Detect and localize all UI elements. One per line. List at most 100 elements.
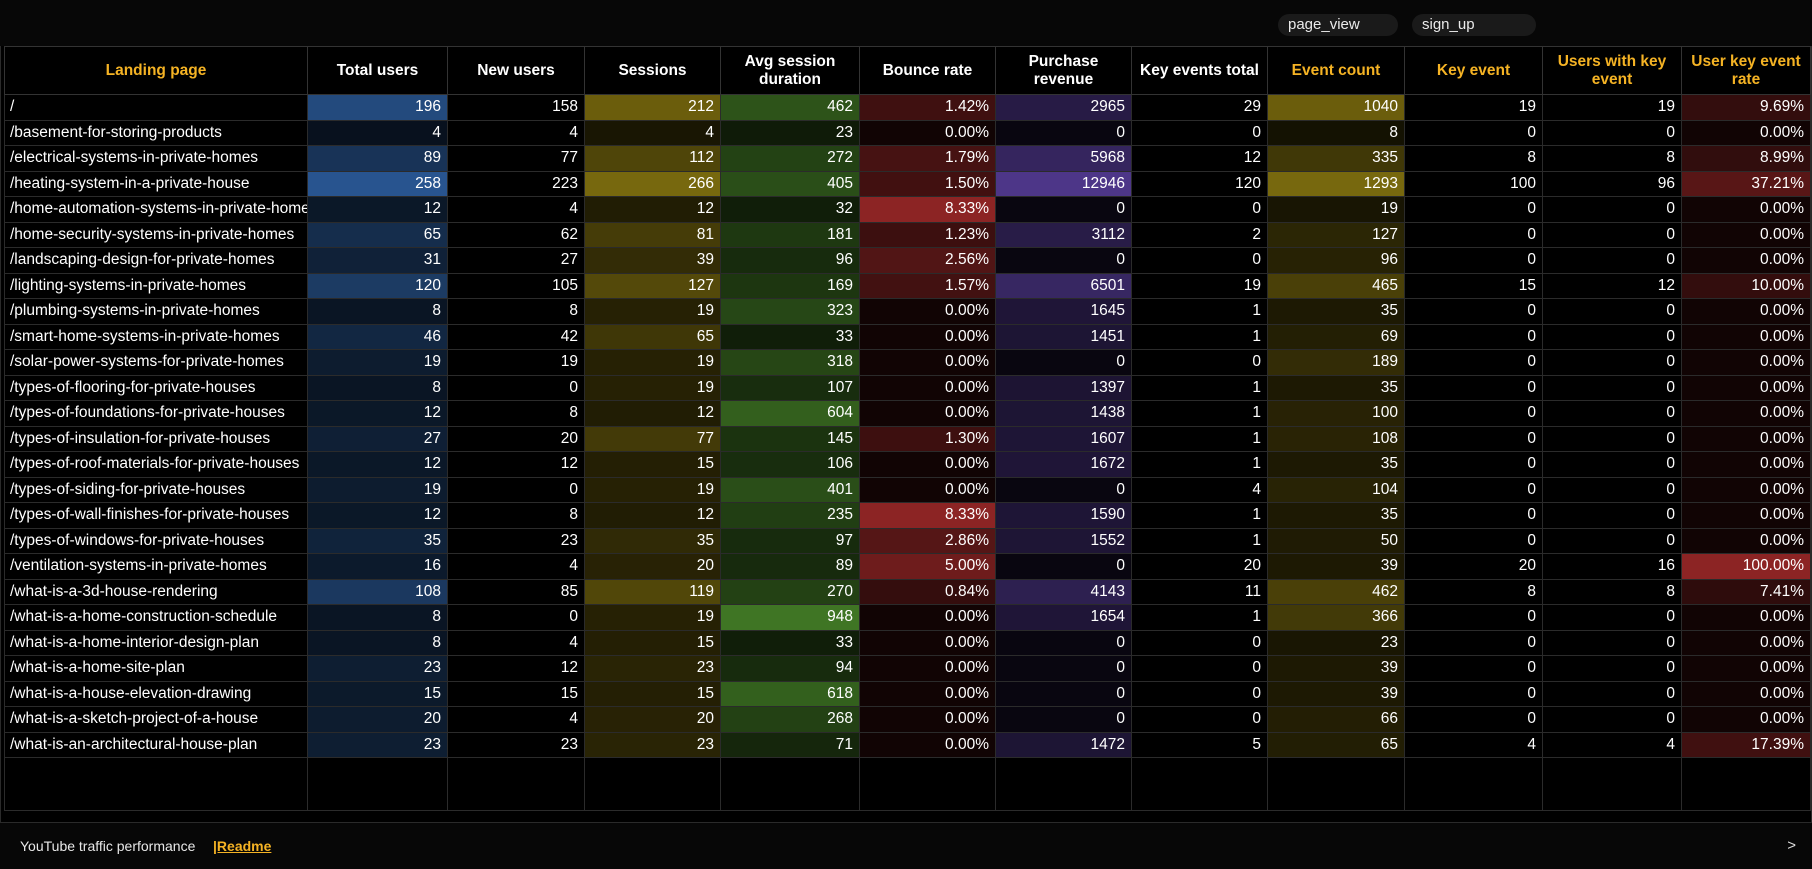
table-row[interactable]: /types-of-flooring-for-private-houses 8 0 1…	[4, 374, 1811, 401]
event-count-cell: 189	[1267, 349, 1405, 376]
column-header-key-events-total[interactable]: Key events total	[1131, 46, 1268, 95]
bounce-rate-cell: 0.00%	[859, 731, 996, 758]
landing-page-cell: /home-automation-systems-in-private-home…	[4, 196, 308, 223]
purchase-revenue-cell: 1590	[995, 502, 1132, 529]
purchase-revenue-cell: 1645	[995, 298, 1132, 325]
purchase-revenue-cell: 1438	[995, 400, 1132, 427]
table-row[interactable]: /what-is-a-home-site-plan 23 12 23 94 0.00% 0 0…	[4, 655, 1811, 682]
landing-page-cell: /types-of-wall-finishes-for-private-hous…	[4, 502, 308, 529]
landing-page-cell: /plumbing-systems-in-private-homes	[4, 298, 308, 325]
users-with-key-event-cell: 0	[1542, 400, 1682, 427]
landing-page-cell: /electrical-systems-in-private-homes	[4, 145, 308, 172]
total-users-cell: 108	[307, 578, 448, 605]
table-row[interactable]: /types-of-insulation-for-private-houses 2…	[4, 425, 1811, 452]
purchase-revenue-cell: 0	[995, 553, 1132, 580]
avg-session-duration-cell: 33	[720, 323, 860, 350]
table-row[interactable]: /types-of-roof-materials-for-private-hou…	[4, 451, 1811, 478]
avg-session-duration-cell: 33	[720, 629, 860, 656]
key-event-cell: 0	[1404, 196, 1543, 223]
table-row[interactable]: /smart-home-systems-in-private-homes 46 42…	[4, 323, 1811, 350]
table-row[interactable]: /what-is-an-architectural-house-plan 23 23…	[4, 731, 1811, 758]
sessions-cell: 12	[584, 400, 721, 427]
key-events-total-cell: 1	[1131, 298, 1268, 325]
users-with-key-event-cell: 0	[1542, 221, 1682, 248]
purchase-revenue-cell: 2965	[995, 94, 1132, 121]
landing-page-cell: /heating-system-in-a-private-house	[4, 170, 308, 197]
event-filter-chip-sign-up[interactable]: sign_up	[1412, 14, 1536, 36]
total-users-cell: 258	[307, 170, 448, 197]
table-row[interactable]: /196 158 212 462 1.42% 2965 29 1040 19 19 9.69%	[4, 94, 1811, 121]
column-header-purchase-revenue[interactable]: Purchase revenue	[995, 46, 1132, 95]
key-events-total-cell: 11	[1131, 578, 1268, 605]
column-header-total-users[interactable]: Total users	[307, 46, 448, 95]
table-row[interactable]: /basement-for-storing-products 4 4 4 23 0.00%…	[4, 119, 1811, 146]
total-users-cell: 35	[307, 527, 448, 554]
readme-link[interactable]: |Readme	[213, 838, 272, 854]
users-with-key-event-cell: 0	[1542, 451, 1682, 478]
key-event-cell: 0	[1404, 425, 1543, 452]
table-row[interactable]: /plumbing-systems-in-private-homes 8 8 19 32…	[4, 298, 1811, 325]
new-users-cell: 0	[447, 476, 585, 503]
table-row[interactable]: /what-is-a-home-construction-schedule 8 0 1…	[4, 604, 1811, 631]
users-with-key-event-cell: 0	[1542, 502, 1682, 529]
key-event-cell: 0	[1404, 502, 1543, 529]
column-header-sessions[interactable]: Sessions	[584, 46, 721, 95]
table-row[interactable]: /electrical-systems-in-private-homes 89 77…	[4, 145, 1811, 172]
event-count-cell: 66	[1267, 706, 1405, 733]
column-header-landing-page[interactable]: Landing page	[4, 46, 308, 95]
table-row[interactable]: /types-of-siding-for-private-houses 19 0 19…	[4, 476, 1811, 503]
column-header-bounce-rate[interactable]: Bounce rate	[859, 46, 996, 95]
report-title: YouTube traffic performance	[20, 838, 196, 854]
new-users-cell: 85	[447, 578, 585, 605]
total-users-cell: 4	[307, 119, 448, 146]
total-users-cell: 12	[307, 400, 448, 427]
table-row[interactable]: /what-is-a-house-elevation-drawing 15 15 15…	[4, 680, 1811, 707]
column-header-event-count[interactable]: Event count	[1267, 46, 1405, 95]
column-header-avg-session-duration[interactable]: Avg session duration	[720, 46, 860, 95]
sessions-cell: 35	[584, 527, 721, 554]
total-users-cell: 8	[307, 604, 448, 631]
event-count-cell: 366	[1267, 604, 1405, 631]
user-key-event-rate-cell: 0.00%	[1681, 476, 1811, 503]
bounce-rate-cell: 0.00%	[859, 476, 996, 503]
landing-page-cell: /ventilation-systems-in-private-homes	[4, 553, 308, 580]
users-with-key-event-cell: 0	[1542, 706, 1682, 733]
total-users-cell: 46	[307, 323, 448, 350]
users-with-key-event-cell: 0	[1542, 374, 1682, 401]
table-row[interactable]: /heating-system-in-a-private-house 258 223…	[4, 170, 1811, 197]
event-count-cell: 65	[1267, 731, 1405, 758]
new-users-cell: 0	[447, 374, 585, 401]
column-header-new-users[interactable]: New users	[447, 46, 585, 95]
table-row[interactable]: /types-of-windows-for-private-houses 35 23…	[4, 527, 1811, 554]
table-row[interactable]: /home-security-systems-in-private-homes 6…	[4, 221, 1811, 248]
table-row[interactable]: /solar-power-systems-for-private-homes 19…	[4, 349, 1811, 376]
table-row[interactable]: /what-is-a-3d-house-rendering 108 85 119 270…	[4, 578, 1811, 605]
landing-page-table: Landing page Total users New users Sessions…	[4, 46, 1811, 811]
next-page-button[interactable]: >	[1787, 837, 1796, 854]
users-with-key-event-cell: 0	[1542, 425, 1682, 452]
table-row[interactable]: /landscaping-design-for-private-homes 31 2…	[4, 247, 1811, 274]
table-row[interactable]: /what-is-a-home-interior-design-plan 8 4 15…	[4, 629, 1811, 656]
empty-cell	[1542, 757, 1682, 811]
purchase-revenue-cell: 0	[995, 629, 1132, 656]
bounce-rate-cell: 0.00%	[859, 629, 996, 656]
event-filter-chip-page-view[interactable]: page_view	[1278, 14, 1398, 36]
empty-cell	[1681, 757, 1811, 811]
table-row[interactable]: /ventilation-systems-in-private-homes 16 4…	[4, 553, 1811, 580]
users-with-key-event-cell: 0	[1542, 196, 1682, 223]
table-row[interactable]: /home-automation-systems-in-private-home…	[4, 196, 1811, 223]
table-row[interactable]: /what-is-a-sketch-project-of-a-house 20 4 2…	[4, 706, 1811, 733]
new-users-cell: 12	[447, 451, 585, 478]
column-header-key-event[interactable]: Key event	[1404, 46, 1543, 95]
event-count-cell: 50	[1267, 527, 1405, 554]
key-events-total-cell: 1	[1131, 374, 1268, 401]
table-row[interactable]: /types-of-foundations-for-private-houses…	[4, 400, 1811, 427]
purchase-revenue-cell: 1397	[995, 374, 1132, 401]
table-row[interactable]: /lighting-systems-in-private-homes 120 105…	[4, 272, 1811, 299]
table-row[interactable]: /types-of-wall-finishes-for-private-hous…	[4, 502, 1811, 529]
new-users-cell: 20	[447, 425, 585, 452]
column-header-users-with-key-event[interactable]: Users with key event	[1542, 46, 1682, 95]
column-header-user-key-event-rate[interactable]: User key event rate	[1681, 46, 1811, 95]
sessions-cell: 12	[584, 196, 721, 223]
landing-page-cell: /landscaping-design-for-private-homes	[4, 247, 308, 274]
